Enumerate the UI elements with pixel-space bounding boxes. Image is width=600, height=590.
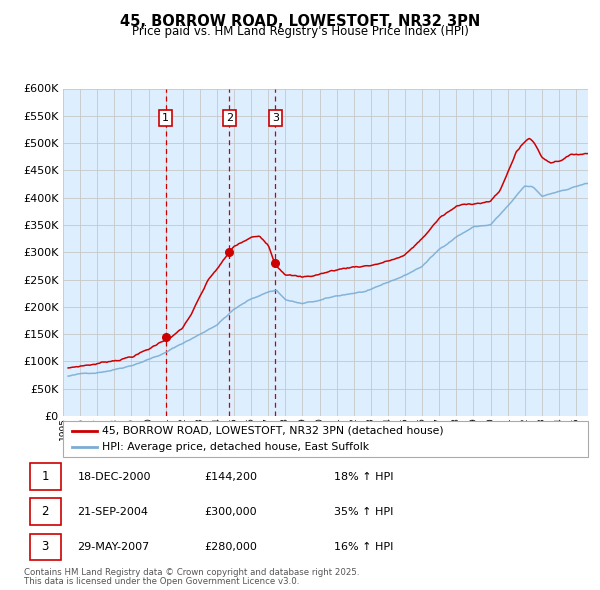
FancyBboxPatch shape	[63, 421, 588, 457]
Text: 18-DEC-2000: 18-DEC-2000	[77, 472, 151, 481]
Text: 21-SEP-2004: 21-SEP-2004	[77, 507, 149, 517]
Text: HPI: Average price, detached house, East Suffolk: HPI: Average price, detached house, East…	[103, 442, 370, 453]
Text: 45, BORROW ROAD, LOWESTOFT, NR32 3PN (detached house): 45, BORROW ROAD, LOWESTOFT, NR32 3PN (de…	[103, 425, 444, 435]
Text: 2: 2	[41, 505, 49, 519]
Text: £280,000: £280,000	[205, 542, 257, 552]
Text: 1: 1	[162, 113, 169, 123]
Text: 18% ↑ HPI: 18% ↑ HPI	[334, 472, 394, 481]
Text: £300,000: £300,000	[205, 507, 257, 517]
Text: 3: 3	[41, 540, 49, 553]
Text: Price paid vs. HM Land Registry's House Price Index (HPI): Price paid vs. HM Land Registry's House …	[131, 25, 469, 38]
Text: 45, BORROW ROAD, LOWESTOFT, NR32 3PN: 45, BORROW ROAD, LOWESTOFT, NR32 3PN	[120, 14, 480, 29]
FancyBboxPatch shape	[29, 499, 61, 525]
Text: 16% ↑ HPI: 16% ↑ HPI	[334, 542, 394, 552]
FancyBboxPatch shape	[29, 463, 61, 490]
FancyBboxPatch shape	[29, 533, 61, 560]
Text: 3: 3	[272, 113, 279, 123]
Text: 35% ↑ HPI: 35% ↑ HPI	[334, 507, 394, 517]
Text: 1: 1	[41, 470, 49, 483]
Text: This data is licensed under the Open Government Licence v3.0.: This data is licensed under the Open Gov…	[24, 577, 299, 586]
Text: 2: 2	[226, 113, 233, 123]
Text: £144,200: £144,200	[205, 472, 257, 481]
Text: Contains HM Land Registry data © Crown copyright and database right 2025.: Contains HM Land Registry data © Crown c…	[24, 568, 359, 576]
Text: 29-MAY-2007: 29-MAY-2007	[77, 542, 150, 552]
